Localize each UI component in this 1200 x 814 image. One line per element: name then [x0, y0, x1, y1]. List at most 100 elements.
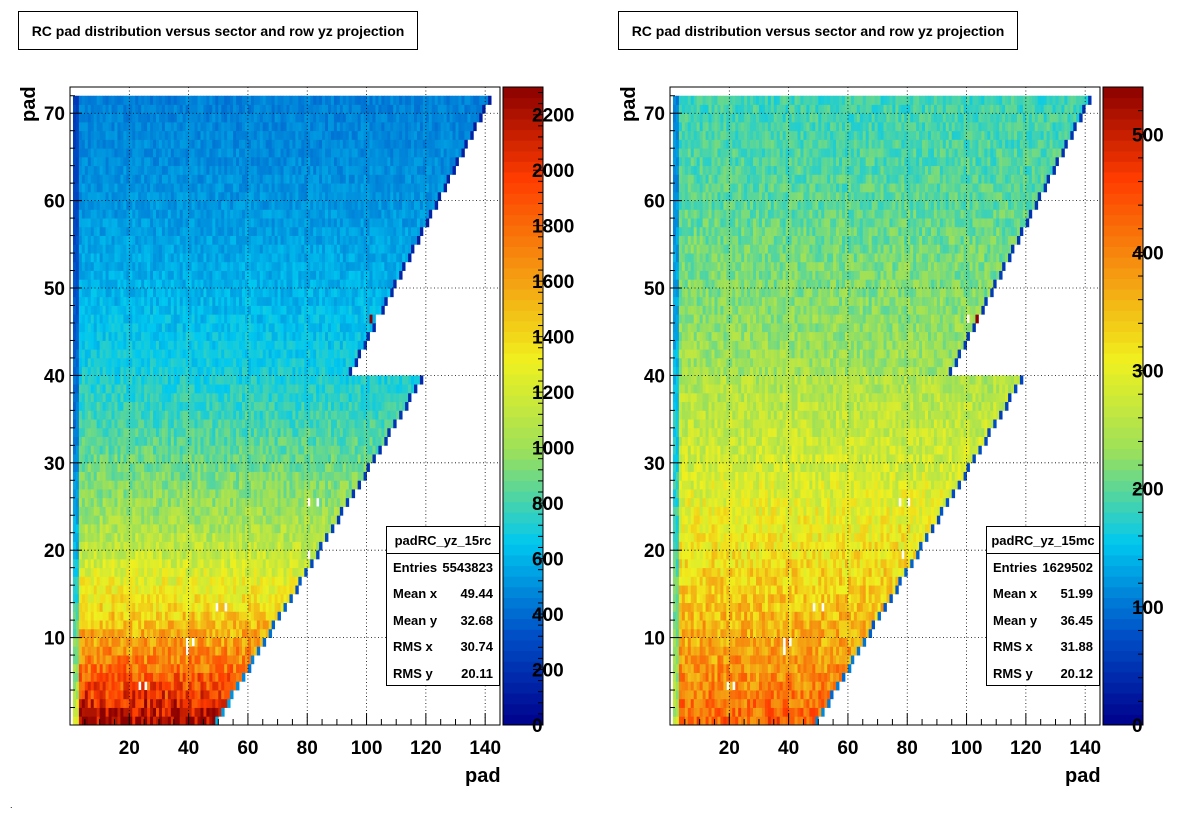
- heatmap-cell: [206, 357, 210, 368]
- heatmap-cell: [200, 314, 204, 324]
- heatmap-cell: [277, 523, 281, 534]
- heatmap-cell: [117, 296, 121, 306]
- heatmap-cell: [247, 497, 252, 507]
- heatmap-cell: [176, 235, 181, 245]
- heatmap-cell: [203, 296, 207, 306]
- heatmap-cell: [242, 655, 246, 665]
- heatmap-cell: [105, 550, 109, 560]
- heatmap-cell: [336, 331, 341, 341]
- heatmap-cell: [135, 576, 139, 586]
- heatmap-cell: [212, 655, 216, 665]
- heatmap-cell: [387, 375, 391, 385]
- heatmap-cell: [96, 427, 101, 437]
- heatmap-cell: [322, 436, 326, 446]
- heatmap-cell: [99, 681, 104, 691]
- heatmap-cell: [203, 558, 207, 569]
- heatmap-cell: [250, 515, 255, 525]
- heatmap-cell: [188, 646, 192, 656]
- heatmap-cell: [173, 436, 178, 446]
- heatmap-cell: [339, 462, 344, 472]
- heatmap-cell: [212, 663, 216, 673]
- heatmap-cell: [244, 366, 249, 376]
- heatmap-cell: [84, 480, 89, 490]
- heatmap-cell: [164, 663, 169, 673]
- heatmap-cell: [179, 690, 184, 700]
- heatmap-cell: [363, 410, 367, 420]
- heatmap-cell: [99, 541, 104, 551]
- heatmap-cell: [310, 288, 314, 298]
- heatmap-cell: [301, 532, 305, 542]
- heatmap-cell: [259, 305, 264, 315]
- heatmap-cell: [185, 322, 190, 333]
- heatmap-cell: [215, 515, 219, 525]
- heatmap-cell: [120, 296, 124, 306]
- heatmap-cell: [289, 497, 293, 507]
- heatmap-cell: [227, 541, 231, 551]
- heatmap-cell: [218, 296, 222, 306]
- heatmap-cell: [348, 471, 353, 481]
- heatmap-cell: [117, 375, 121, 385]
- heatmap-cell: [90, 462, 95, 472]
- heatmap-cell: [342, 375, 347, 385]
- heatmap-cell: [72, 585, 77, 595]
- heatmap-cell: [322, 261, 326, 271]
- heatmap-cell: [224, 314, 228, 324]
- heatmap-cell: [81, 716, 86, 726]
- heatmap-cell: [147, 410, 151, 420]
- heatmap-cell: [78, 497, 83, 507]
- heatmap-cell: [102, 261, 106, 271]
- heatmap-cell: [307, 322, 311, 333]
- heatmap-cell: [295, 550, 299, 560]
- heatmap-cell: [354, 340, 359, 350]
- heatmap-cell: [179, 489, 184, 499]
- heatmap-cell: [90, 541, 95, 551]
- heatmap-cell: [129, 480, 133, 490]
- heatmap-cell: [239, 366, 243, 376]
- heatmap-cell: [313, 235, 317, 245]
- heatmap-cell: [153, 279, 157, 289]
- heatmap-cell: [173, 655, 178, 665]
- heatmap-cell: [227, 532, 231, 542]
- heatmap-cell: [230, 235, 234, 245]
- heatmap-cell: [339, 314, 344, 324]
- heatmap-cell: [236, 331, 240, 341]
- heatmap-cell: [304, 454, 308, 464]
- heatmap-cell: [313, 296, 317, 306]
- heatmap-cell: [230, 690, 234, 700]
- heatmap-cell: [156, 366, 160, 376]
- heatmap-cell: [203, 506, 207, 516]
- heatmap-cell: [268, 489, 273, 499]
- heatmap-cell: [173, 340, 178, 350]
- heatmap-cell: [123, 480, 127, 490]
- heatmap-cell: [191, 480, 195, 490]
- heatmap-cell: [84, 620, 89, 630]
- heatmap-cell: [161, 410, 166, 420]
- heatmap-cell: [102, 279, 106, 289]
- heatmap-cell: [161, 401, 166, 411]
- heatmap-cell: [244, 497, 249, 507]
- heatmap-cell: [206, 419, 210, 429]
- heatmap-cell: [215, 427, 219, 437]
- heatmap-cell: [120, 576, 124, 586]
- heatmap-cell: [132, 523, 136, 534]
- heatmap-cell: [348, 235, 353, 245]
- heatmap-cell: [411, 384, 415, 394]
- heatmap-cell: [179, 558, 184, 569]
- heatmap-cell: [247, 349, 252, 359]
- heatmap-cell: [197, 305, 201, 315]
- heatmap-cell: [221, 401, 225, 411]
- heatmap-cell: [247, 611, 252, 621]
- heatmap-cell: [176, 628, 181, 638]
- heatmap-cell: [280, 305, 284, 315]
- heatmap-cell: [173, 322, 178, 333]
- heatmap-cell: [114, 593, 118, 604]
- heatmap-cell: [336, 235, 341, 245]
- heatmap-cell: [191, 541, 195, 551]
- heatmap-cell: [265, 585, 270, 595]
- heatmap-cell: [197, 681, 201, 691]
- heatmap-cell: [357, 375, 362, 385]
- heatmap-cell: [123, 357, 127, 368]
- heatmap-cell: [173, 480, 178, 490]
- heatmap-cell: [322, 506, 326, 516]
- heatmap-cell: [375, 279, 379, 289]
